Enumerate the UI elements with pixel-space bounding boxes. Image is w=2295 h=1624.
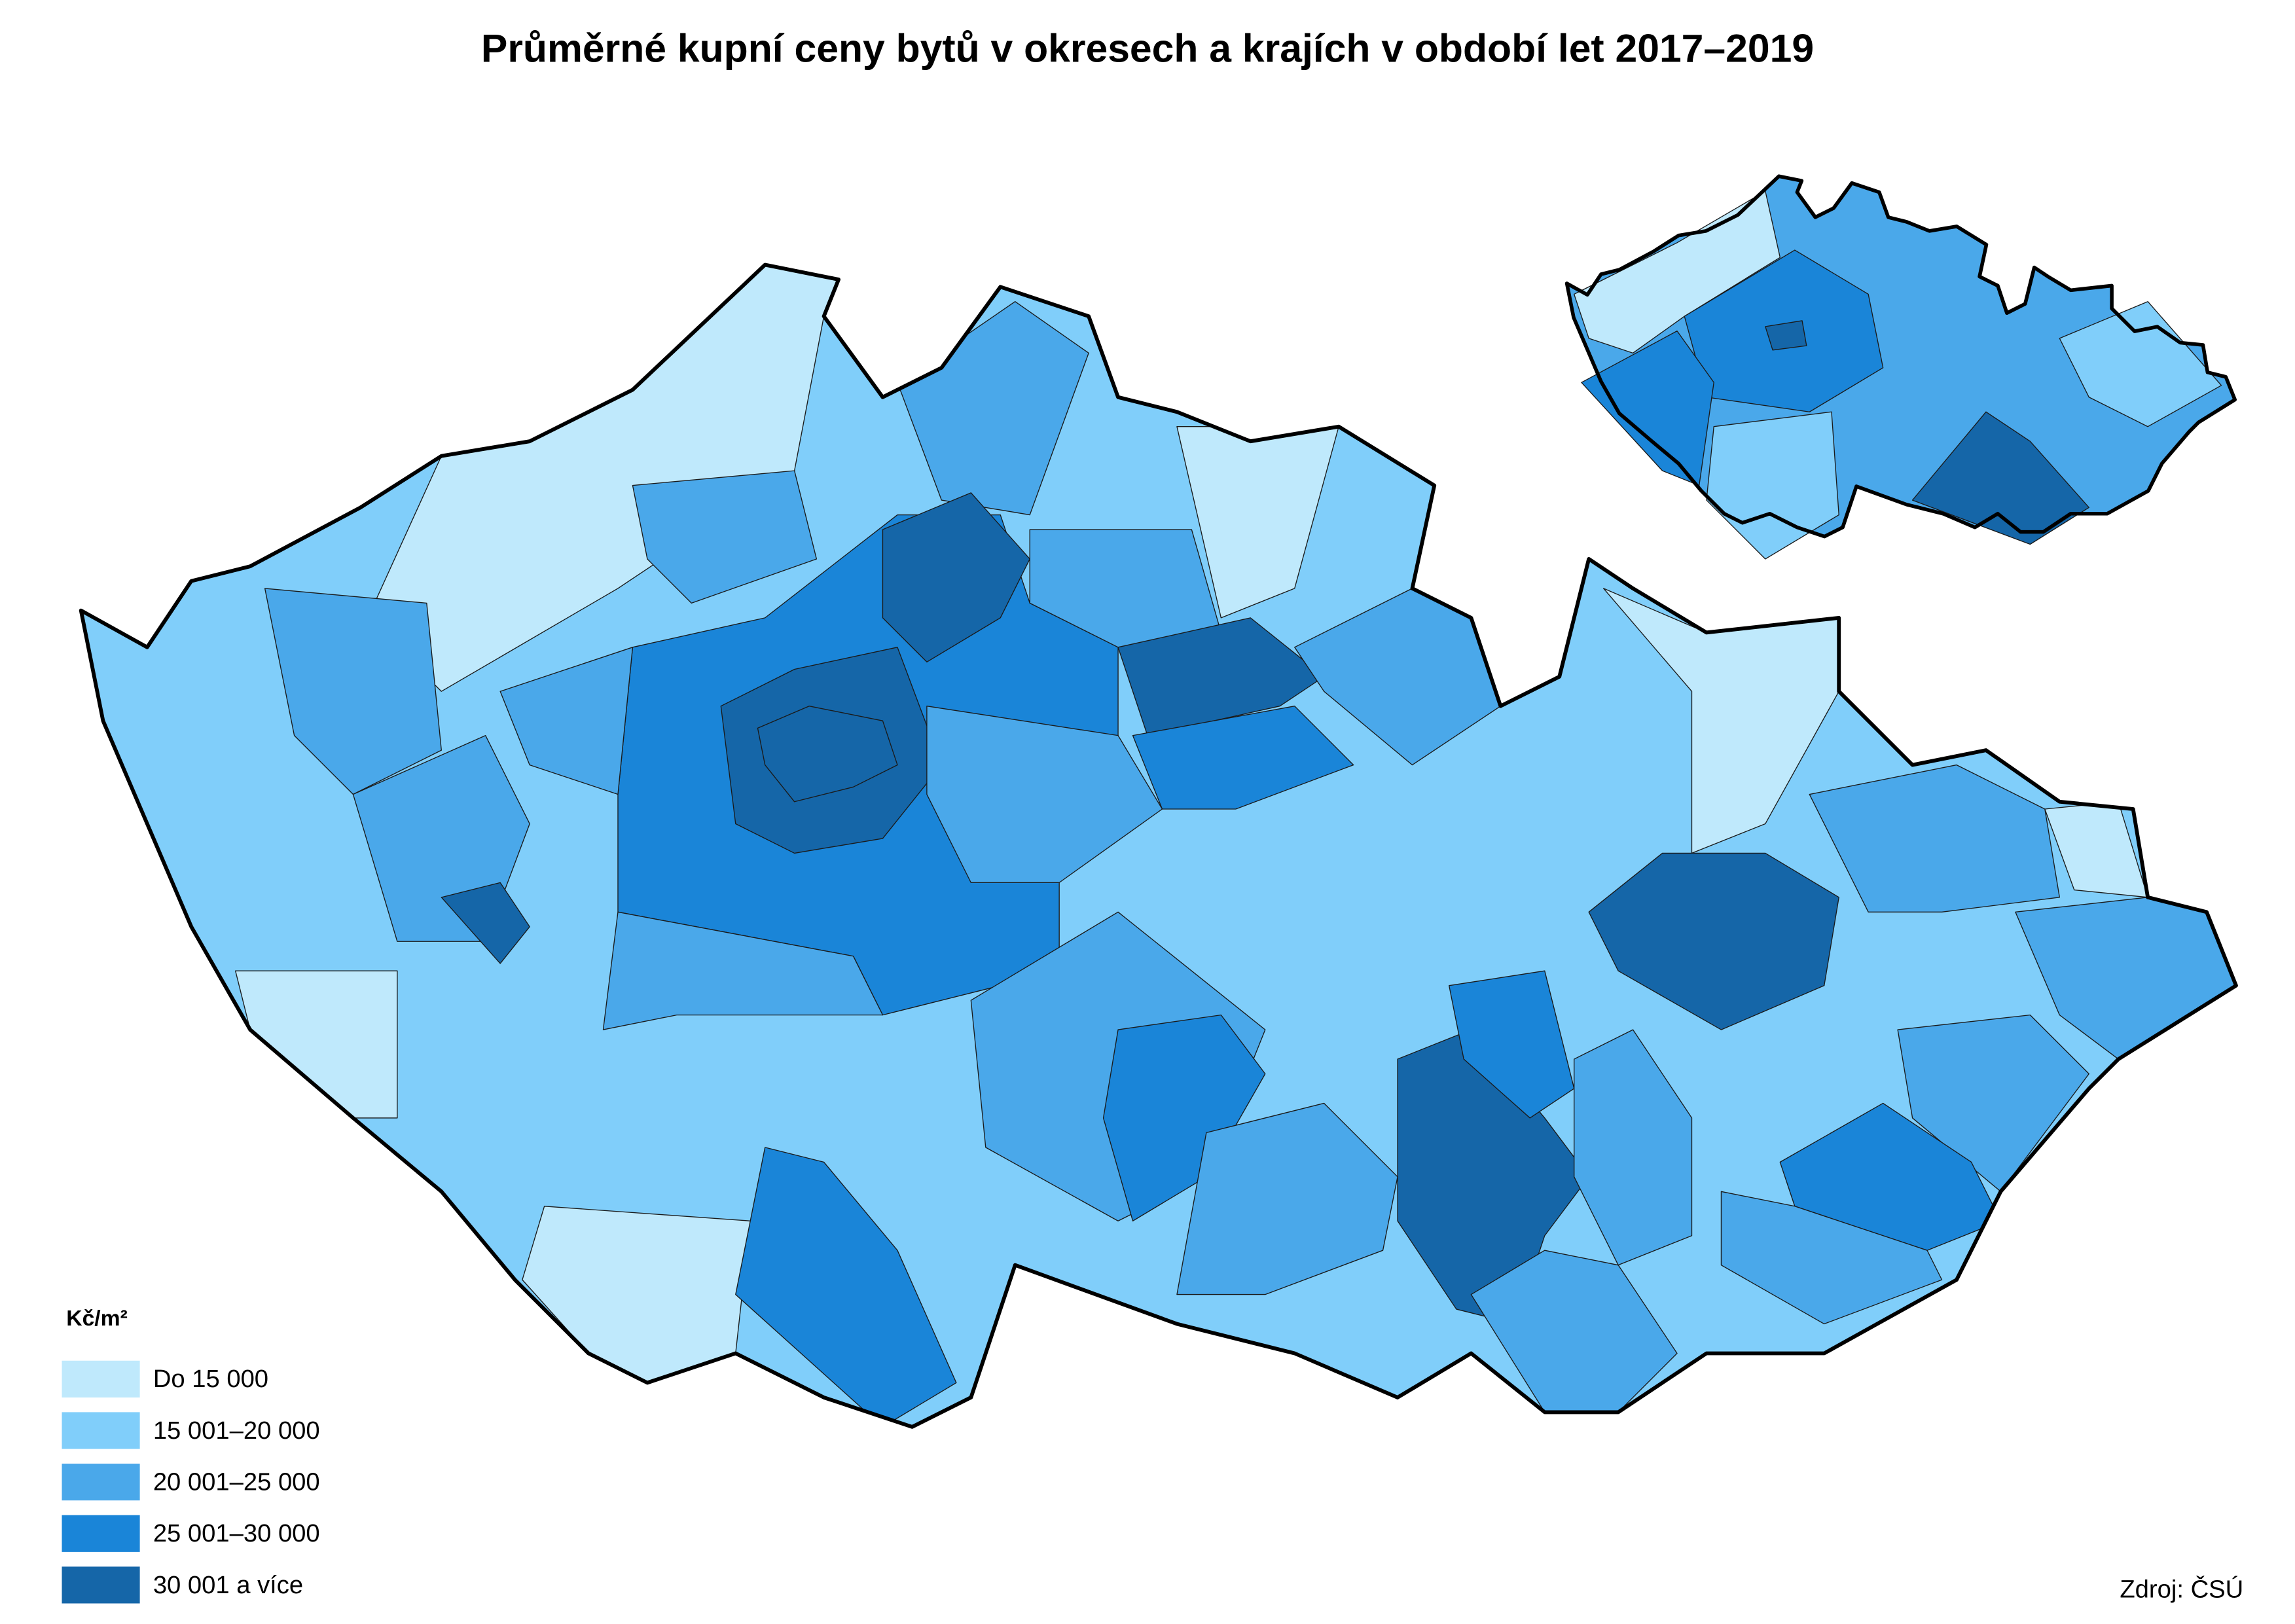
region — [499, 647, 634, 795]
legend-label: 20 001–25 000 — [153, 1468, 320, 1496]
region — [1588, 852, 1839, 1030]
region — [1449, 970, 1575, 1119]
map-title: Průměrné kupní ceny bytů v okresech a kr… — [481, 26, 1814, 70]
region — [1117, 617, 1325, 736]
region — [602, 911, 884, 1030]
legend-label: Do 15 000 — [153, 1365, 268, 1393]
legend-title: Kč/m² — [66, 1306, 128, 1331]
legend-label: 25 001–30 000 — [153, 1519, 320, 1547]
legend-swatch — [62, 1515, 140, 1552]
region — [1897, 1014, 2089, 1192]
region — [235, 970, 398, 1119]
region — [264, 588, 442, 795]
region — [632, 470, 818, 604]
region — [1132, 706, 1354, 810]
region — [926, 706, 1163, 884]
legend-swatch — [62, 1464, 140, 1501]
region-inset-map — [1567, 176, 2235, 560]
region — [441, 882, 530, 964]
region — [1176, 1102, 1398, 1295]
legend-swatch — [62, 1360, 140, 1398]
region — [735, 1147, 957, 1427]
region — [1574, 1029, 1693, 1266]
source-note: Zdroj: ČSÚ — [2120, 1575, 2243, 1604]
region — [1765, 320, 1807, 351]
district-map — [81, 265, 2236, 1427]
legend-swatch — [62, 1566, 140, 1604]
region — [1706, 411, 1839, 560]
region — [1809, 764, 2060, 912]
legend-label: 30 001 a více — [153, 1571, 303, 1599]
region — [1911, 411, 2089, 545]
region — [2059, 301, 2222, 427]
region — [1581, 330, 1714, 486]
region — [757, 706, 898, 803]
legend-label: 15 001–20 000 — [153, 1416, 320, 1445]
region — [522, 1206, 751, 1384]
region — [1720, 1191, 1943, 1325]
region — [882, 492, 1030, 662]
legend-swatch — [62, 1412, 140, 1449]
legend: Kč/m² Do 15 000 15 001–20 000 20 001–25 00… — [62, 1306, 320, 1604]
